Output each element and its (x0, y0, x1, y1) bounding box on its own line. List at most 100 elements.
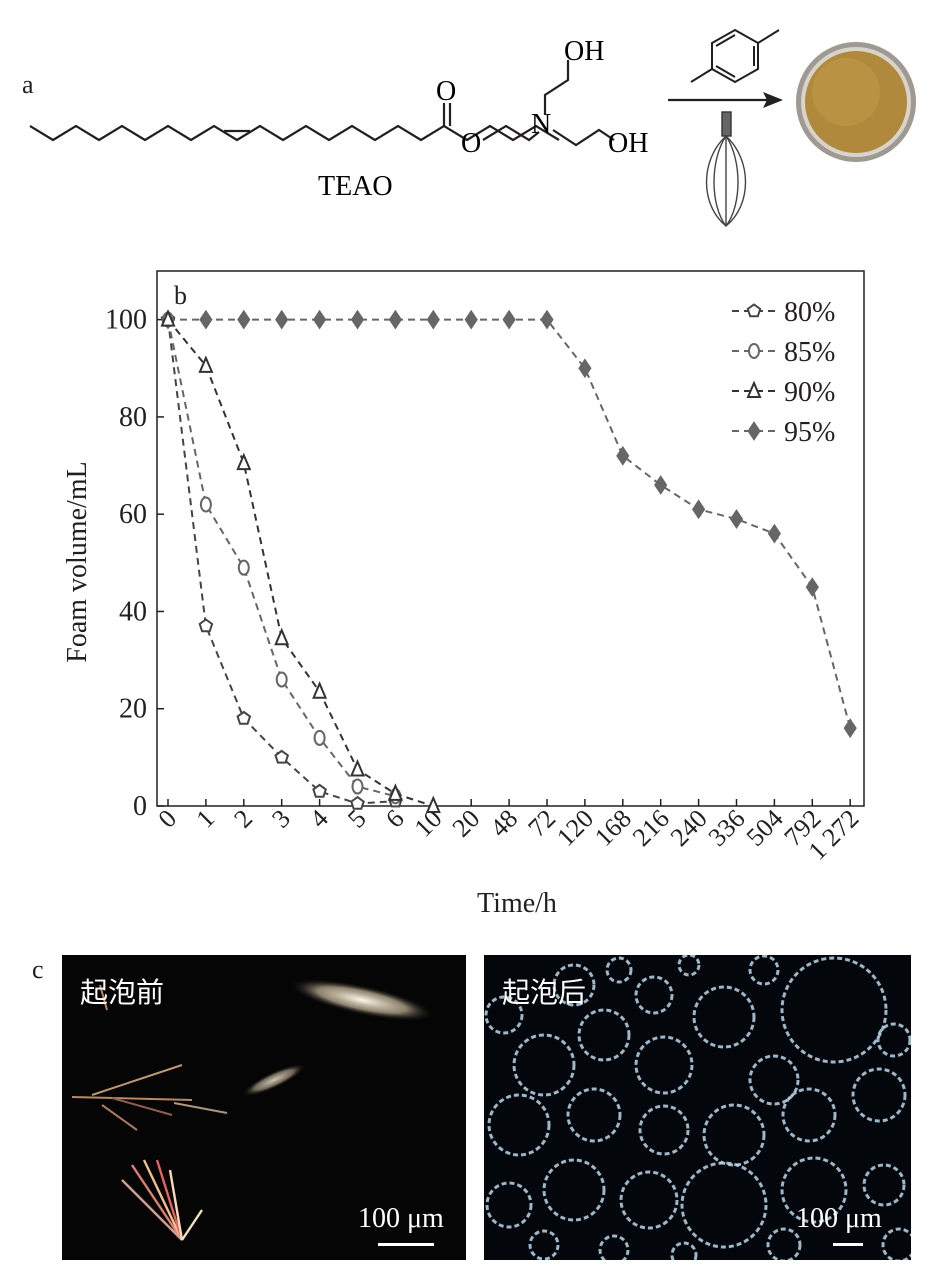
data-point (654, 475, 668, 495)
data-point (312, 783, 327, 798)
legend-item: 95% (732, 417, 835, 448)
panel-label-a: a (22, 70, 34, 99)
panel-label-b: b (174, 281, 187, 310)
foam-bubble (566, 1087, 622, 1143)
series-80pct (160, 311, 403, 810)
data-point (748, 343, 760, 359)
x-tick-label: 2 (228, 804, 258, 834)
foam-bubble (876, 1022, 911, 1058)
crystal-texture (71, 978, 436, 1241)
foam-bubble (619, 1170, 679, 1230)
micrograph-label-after: 起泡后 (502, 976, 587, 1009)
foam-bubble (670, 1241, 698, 1260)
compound-name: TEAO (318, 171, 393, 202)
carbonyl-oxygen: O (436, 76, 456, 107)
foam-bubble (484, 995, 524, 1035)
y-tick-label: 60 (119, 499, 147, 530)
data-point (843, 718, 857, 739)
data-point (275, 671, 288, 688)
series-line (167, 319, 434, 807)
foam-bubble (542, 1158, 606, 1222)
y-axis: 0 20 40 60 80 100 (105, 305, 164, 822)
data-point (313, 729, 326, 746)
data-point (746, 380, 762, 398)
data-point (274, 627, 290, 646)
data-point (349, 758, 366, 777)
micrograph-after: 起泡后 100 μm (484, 955, 911, 1260)
foam-dish-image (796, 42, 916, 162)
foam-bubble (598, 1234, 630, 1260)
data-point (236, 452, 252, 471)
data-point (236, 710, 252, 725)
micrograph-label-before: 起泡前 (80, 976, 165, 1009)
foam-bubble (702, 1103, 766, 1167)
x-tick-label: 20 (447, 804, 486, 843)
foam-bubble (485, 1181, 533, 1229)
foam-bubble (780, 1156, 848, 1224)
legend-label: 85% (784, 337, 835, 368)
data-point (350, 795, 365, 810)
foam-bubble (881, 1227, 911, 1260)
data-point (747, 421, 761, 441)
legend-item: 80% (732, 297, 835, 328)
data-point (805, 577, 819, 598)
bubble-texture (484, 955, 911, 1260)
scalebar-label-after: 100 μm (796, 1203, 882, 1234)
amine-nitrogen: N (531, 109, 551, 140)
foam-bubble (634, 975, 674, 1015)
p-xylene-structure-icon (690, 28, 780, 84)
legend-label: 90% (784, 377, 835, 408)
foam-bubble (748, 1054, 800, 1106)
x-tick-label: 48 (484, 804, 523, 843)
foam-bubble (552, 963, 596, 1007)
x-tick-label: 3 (266, 804, 296, 834)
hydroxyl-top: OH (564, 36, 604, 67)
data-point (464, 309, 478, 330)
data-point (237, 559, 250, 576)
hydroxyl-right: OH (608, 128, 648, 159)
data-point (199, 309, 213, 330)
data-point (274, 749, 290, 764)
whisk-icon (705, 111, 747, 228)
series-line (167, 319, 396, 798)
x-tick-label: 0 (153, 804, 183, 834)
data-point (198, 355, 214, 373)
foam-bubble (851, 1067, 907, 1123)
y-tick-label: 0 (133, 791, 147, 822)
x-tick-label: 6 (380, 804, 410, 834)
legend: 80% 85% 90% 95% (732, 297, 835, 448)
data-point (312, 681, 328, 699)
legend-label: 80% (784, 297, 835, 328)
y-axis-label: Foam volume/mL (62, 461, 93, 662)
foam-bubble (528, 1229, 560, 1260)
reaction-scheme: O O N OH OH TEAO (29, 28, 916, 228)
scalebar-label-before: 100 μm (358, 1203, 444, 1234)
foam-bubble (692, 985, 756, 1049)
data-point (729, 509, 744, 529)
data-point (540, 309, 554, 330)
alkyl-chain (29, 124, 560, 142)
series-layer (160, 309, 857, 813)
legend-item: 85% (732, 337, 835, 368)
foam-bubble (577, 1008, 631, 1062)
legend-label: 95% (784, 417, 835, 448)
data-point (199, 496, 212, 513)
data-point (351, 778, 364, 795)
data-point (746, 303, 762, 318)
data-point (578, 358, 592, 379)
data-point (426, 309, 440, 330)
foam-bubble (487, 1093, 551, 1157)
x-axis-label: Time/h (477, 888, 557, 919)
data-point (388, 309, 403, 330)
series-95pct (161, 309, 857, 739)
data-point (312, 309, 327, 330)
data-point (198, 618, 214, 633)
data-point (387, 783, 403, 801)
y-tick-label: 80 (119, 402, 147, 433)
series-line (168, 318, 852, 729)
panel-label-c: c (32, 955, 44, 984)
foam-bubble (781, 1087, 837, 1143)
reaction-arrow-icon (668, 92, 783, 108)
